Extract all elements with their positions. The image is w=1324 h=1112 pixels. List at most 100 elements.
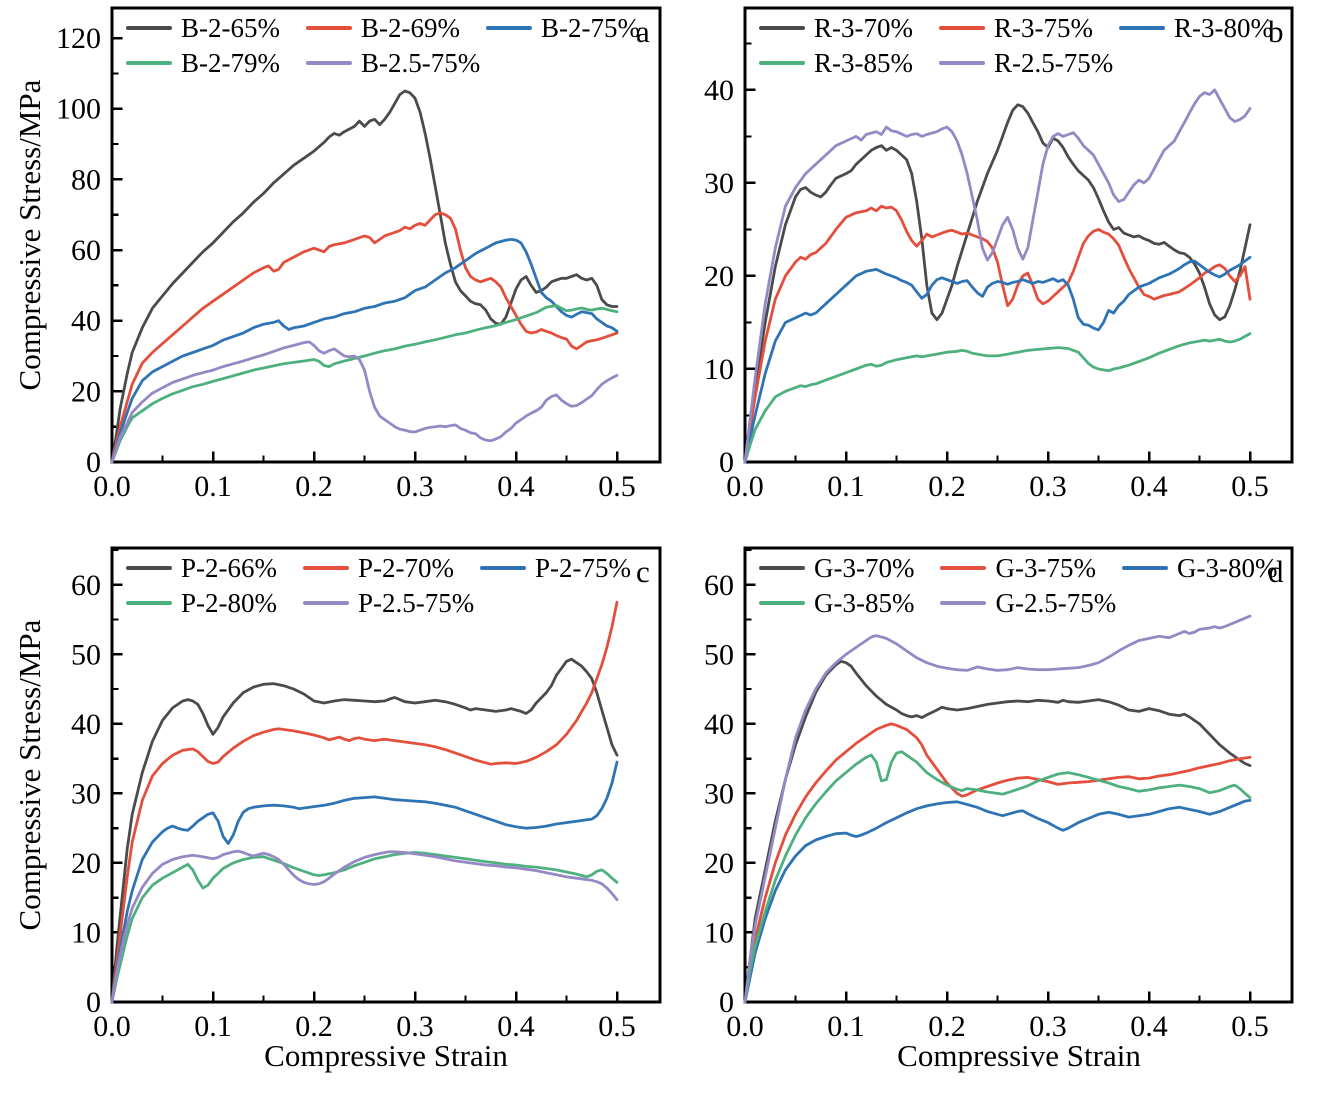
legend-item-G-3-75%: G-3-75% [940, 552, 1096, 584]
y-tick-label: 20 [71, 847, 101, 880]
y-tick-label: 100 [56, 93, 101, 126]
x-tick-label: 0.2 [295, 1010, 333, 1043]
legend-line-icon [938, 61, 985, 65]
legend-row: G-3-85% G-2.5-75% [759, 586, 1303, 620]
series-line-P-2-70% [110, 600, 619, 1004]
legend-label: B-2-65% [181, 12, 280, 43]
series-line-B-2-69% [110, 211, 619, 464]
legend-line-icon [303, 601, 349, 605]
legend-row: P-2-80% P-2.5-75% [126, 586, 657, 620]
y-tick-label: 20 [704, 847, 734, 880]
legend-item-G-3-85%: G-3-85% [759, 588, 914, 619]
legend-item-P-2-75%: P-2-75% [480, 553, 631, 584]
legend-line-icon [305, 61, 352, 65]
series-line-B-2-75% [110, 237, 619, 464]
panel-a-y-axis-title: Compressive Stress/MPa [12, 79, 47, 391]
y-tick-label: 0 [719, 446, 734, 479]
plot-frame [743, 6, 1294, 464]
panel-c-letter: c [636, 554, 650, 589]
x-tick-label: 0.4 [1130, 1010, 1168, 1043]
legend-line-icon [126, 26, 172, 30]
panel-a-legend: B-2-65% B-2-69% B-2-75% B-2-79% B-2.5-75% [126, 11, 666, 80]
legend-item-G-3-80%: G-3-80% [1121, 552, 1278, 584]
y-tick-label: 120 [56, 22, 101, 55]
legend-line-icon [759, 601, 805, 605]
series-line-R-3-75% [743, 204, 1252, 464]
legend-item-R-3-80%: R-3-80% [1118, 12, 1273, 44]
x-tick-label: 0.1 [194, 470, 232, 503]
legend-label: P-2.5-75% [358, 587, 475, 618]
panel-d-legend: G-3-70% G-3-75% G-3-80% G-3-85% G-2.5-75% [759, 551, 1303, 620]
x-tick-label: 0.2 [928, 470, 966, 503]
legend-item-P-2-70%: P-2-70% [303, 553, 454, 584]
legend-line-icon [940, 601, 987, 605]
series-line-P-2-75% [110, 760, 619, 1004]
y-tick-label: 40 [704, 74, 734, 107]
panel-d-letter: d [1268, 554, 1284, 589]
series-line-B-2-79% [110, 304, 619, 464]
series-line-P-2-80% [110, 851, 619, 1004]
y-tick-label: 0 [86, 986, 101, 1019]
legend-line-icon [303, 566, 349, 570]
x-tick-label: 0.0 [726, 1010, 764, 1043]
x-tick-label: 0.0 [726, 470, 764, 503]
legend-label: G-3-80% [1176, 552, 1278, 583]
series-line-R-3-80% [743, 255, 1252, 464]
legend-label: R-2.5-75% [993, 47, 1114, 78]
legend-item-R-3-75%: R-3-75% [938, 12, 1093, 44]
y-tick-label: 60 [704, 569, 734, 602]
y-tick-label: 0 [719, 986, 734, 1019]
series-line-G-3-70% [743, 659, 1252, 1004]
legend-line-icon [126, 61, 172, 65]
legend-label: G-3-75% [995, 552, 1096, 583]
legend-label: B-2.5-75% [360, 47, 481, 78]
plot-frame [743, 546, 1294, 1004]
legend-label: B-2-69% [360, 12, 460, 43]
x-tick-label: 0.5 [598, 1010, 636, 1043]
series-line-B-2-65% [110, 89, 619, 464]
series-line-G-2.5-75% [743, 614, 1252, 1004]
x-tick-label: 0.0 [93, 1010, 131, 1043]
legend-item-G-3-70%: G-3-70% [759, 553, 914, 584]
y-tick-label: 0 [86, 446, 101, 479]
legend-item-B-2-69%: B-2-69% [305, 12, 460, 44]
plot-frame [110, 546, 662, 1004]
y-tick-label: 40 [71, 708, 101, 741]
legend-line-icon [305, 26, 352, 30]
y-tick-label: 40 [71, 305, 101, 338]
panel-b-legend: R-3-70% R-3-75% R-3-80% R-3-85% R-2.5-75% [759, 11, 1299, 80]
x-tick-label: 0.3 [396, 470, 434, 503]
legend-item-P-2-80%: P-2-80% [126, 588, 277, 619]
legend-label: G-3-70% [814, 552, 915, 583]
panel-b-letter: b [1268, 14, 1284, 49]
x-tick-label: 0.3 [1029, 470, 1067, 503]
series-line-R-3-85% [743, 332, 1252, 464]
y-tick-label: 10 [704, 916, 734, 949]
series-line-G-3-75% [743, 722, 1252, 1004]
legend-item-P-2.5-75%: P-2.5-75% [303, 588, 474, 619]
legend-label: R-3-80% [1173, 12, 1273, 43]
x-tick-label: 0.0 [93, 470, 131, 503]
legend-label: B-2-79% [181, 47, 280, 78]
series-line-P-2.5-75% [110, 849, 619, 1004]
y-tick-label: 30 [71, 777, 101, 810]
y-tick-label: 10 [71, 916, 101, 949]
legend-label: R-3-85% [814, 47, 913, 78]
legend-label: B-2-75% [540, 12, 640, 43]
y-tick-label: 40 [704, 708, 734, 741]
x-tick-label: 0.2 [928, 1010, 966, 1043]
legend-item-B-2-75%: B-2-75% [485, 12, 640, 44]
legend-label: R-3-75% [993, 12, 1093, 43]
legend-line-icon [759, 61, 805, 65]
x-tick-label: 0.5 [598, 470, 636, 503]
legend-label: G-3-85% [814, 587, 915, 618]
y-tick-label: 30 [704, 167, 734, 200]
x-tick-label: 0.4 [497, 470, 535, 503]
series-line-P-2-66% [110, 657, 619, 1004]
legend-line-icon [126, 601, 172, 605]
panel-c-plot: 0.0 0.1 0.2 0.3 0.4 0.5 0 10 20 30 40 50 60 [71, 546, 662, 1043]
legend-line-icon [126, 566, 172, 570]
legend-item-R-2.5-75%: R-2.5-75% [938, 47, 1114, 79]
legend-row: B-2-65% B-2-69% B-2-75% [126, 11, 666, 45]
